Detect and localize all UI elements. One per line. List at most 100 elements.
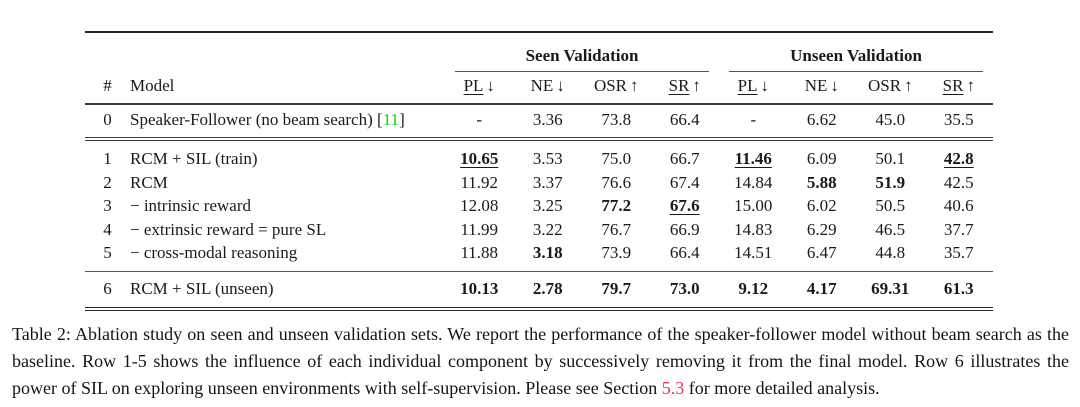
- col-header-pl-unseen: PL ↓: [719, 72, 788, 105]
- cell-unseen-pl: -: [719, 104, 788, 141]
- cell-unseen-ne: 6.09: [806, 149, 837, 168]
- cell-unseen-sr: 35.5: [924, 104, 994, 141]
- cell-unseen-osr: 51.9: [875, 172, 906, 192]
- cell-unseen-pl: 14.51: [734, 243, 773, 262]
- col-header-sr-unseen: SR ↑: [924, 72, 994, 105]
- cell-unseen-sr: 42.8: [943, 149, 974, 168]
- cell-unseen-osr: 46.5: [875, 219, 906, 239]
- citation-link[interactable]: 11: [382, 110, 400, 129]
- cell-seen-pl: 11.92: [460, 172, 499, 192]
- row-number: 4: [103, 219, 112, 239]
- table-row-5: 5 − cross-modal reasoning 11.88 3.18 73.…: [85, 241, 993, 271]
- row-number: 0: [85, 104, 130, 141]
- cell-unseen-osr: 69.31: [856, 270, 925, 311]
- col-header-label: OSR: [593, 76, 628, 95]
- cell-seen-pl: 10.65: [460, 149, 499, 168]
- col-header-num: #: [85, 72, 130, 105]
- col-header-ne-unseen: NE ↓: [787, 72, 857, 105]
- col-header-model: Model: [130, 72, 445, 105]
- table-row-6: 6 RCM + SIL (unseen) 10.13 2.78 79.7 73.…: [85, 270, 994, 311]
- model-cell: − cross-modal reasoning: [130, 243, 298, 262]
- model-cell: RCM: [130, 172, 168, 192]
- table-row-1: 1 RCM + SIL (train) 10.65 3.53 75.0 66.7…: [85, 139, 993, 171]
- bracket-close: ]: [399, 110, 405, 129]
- cell-seen-ne: 3.18: [532, 243, 563, 262]
- ablation-table-container: Seen Validation Unseen Validation # Mode…: [85, 31, 994, 311]
- model-cell: − intrinsic reward: [130, 196, 251, 215]
- column-header-row: # Model PL ↓ NE ↓ OSR ↑ SR ↑ PL ↓ NE ↓ OSR ↑ SR…: [85, 72, 994, 105]
- cell-seen-ne: 2.78: [513, 270, 582, 311]
- cell-seen-sr: 66.7: [669, 149, 700, 168]
- caption-text: Table 2: Ablation study on seen and unse…: [12, 324, 1069, 398]
- cell-unseen-ne: 6.29: [806, 219, 837, 239]
- down-arrow-icon: ↓: [760, 76, 769, 95]
- cell-unseen-ne: 6.02: [806, 196, 837, 215]
- cell-seen-pl: -: [445, 104, 514, 141]
- cell-seen-osr: 73.9: [601, 243, 632, 262]
- cell-seen-ne: 3.37: [532, 172, 563, 192]
- cell-unseen-sr: 37.7: [943, 219, 974, 239]
- cell-unseen-pl: 15.00: [734, 196, 773, 215]
- col-header-label: OSR: [867, 76, 902, 95]
- cell-seen-ne: 3.22: [532, 219, 563, 239]
- down-arrow-icon: ↓: [486, 76, 495, 95]
- col-header-pl-seen: PL ↓: [445, 72, 514, 105]
- cell-unseen-pl: 14.83: [734, 219, 773, 239]
- cell-seen-sr: 66.4: [669, 243, 700, 262]
- model-label: Speaker-Follower (no beam search): [130, 110, 378, 129]
- cell-seen-osr: 76.6: [601, 172, 632, 192]
- model-cell: Speaker-Follower (no beam search) [11]: [130, 104, 445, 141]
- table-row-2: 2 RCM 11.92 3.37 76.6 67.4 14.84 5.88 51…: [85, 171, 993, 195]
- cell-unseen-ne: 5.88: [806, 172, 837, 192]
- col-header-label: PL: [463, 76, 484, 95]
- col-header-label: PL: [737, 76, 758, 95]
- cell-seen-sr: 67.6: [669, 196, 700, 215]
- down-arrow-icon: ↓: [556, 76, 565, 95]
- seen-validation-label: Seen Validation: [455, 46, 710, 72]
- cell-unseen-sr: 35.7: [943, 243, 974, 262]
- row-number: 1: [103, 149, 112, 168]
- cell-unseen-sr: 40.6: [943, 196, 974, 215]
- cell-unseen-osr: 45.0: [856, 104, 925, 141]
- col-header-label: SR: [942, 76, 964, 95]
- cell-seen-osr: 73.8: [582, 104, 651, 141]
- cell-unseen-ne: 6.62: [787, 104, 857, 141]
- cell-unseen-pl: 9.12: [719, 270, 788, 311]
- cell-unseen-ne: 6.47: [806, 243, 837, 262]
- model-cell: RCM + SIL (unseen): [130, 270, 445, 311]
- unseen-validation-label: Unseen Validation: [729, 46, 984, 72]
- group-header-row: Seen Validation Unseen Validation: [85, 31, 994, 72]
- row-number: 2: [103, 172, 112, 192]
- model-cell: RCM + SIL (train): [130, 149, 258, 168]
- group-header-seen: Seen Validation: [445, 31, 720, 72]
- cell-unseen-osr: 50.1: [875, 149, 906, 168]
- cell-unseen-sr: 42.5: [943, 172, 974, 192]
- caption-text-end: for more detailed analysis.: [684, 378, 880, 398]
- up-arrow-icon: ↑: [904, 76, 913, 95]
- col-header-label: NE: [804, 76, 828, 95]
- row-number: 5: [103, 243, 112, 262]
- group-header-spacer: [85, 31, 445, 72]
- cell-seen-ne: 3.25: [532, 196, 563, 215]
- up-arrow-icon: ↑: [966, 76, 975, 95]
- table-row-4: 4 − extrinsic reward = pure SL 11.99 3.2…: [85, 218, 993, 242]
- cell-seen-sr: 66.9: [669, 219, 700, 239]
- down-arrow-icon: ↓: [830, 76, 839, 95]
- table-caption: Table 2: Ablation study on seen and unse…: [12, 321, 1069, 402]
- cell-seen-osr: 77.2: [601, 196, 632, 215]
- table-row-0: 0 Speaker-Follower (no beam search) [11]…: [85, 104, 994, 141]
- up-arrow-icon: ↑: [692, 76, 701, 95]
- cell-seen-sr: 73.0: [650, 270, 720, 311]
- cell-seen-osr: 76.7: [601, 219, 632, 239]
- row-number: 6: [85, 270, 130, 311]
- cell-seen-sr: 66.4: [650, 104, 720, 141]
- ablation-table: Seen Validation Unseen Validation # Mode…: [85, 31, 994, 311]
- cell-seen-pl: 12.08: [460, 196, 499, 215]
- model-cell: − extrinsic reward = pure SL: [130, 219, 327, 239]
- col-header-osr-unseen: OSR ↑: [856, 72, 925, 105]
- col-header-label: NE: [530, 76, 554, 95]
- col-header-sr-seen: SR ↑: [650, 72, 720, 105]
- cell-unseen-pl: 14.84: [734, 172, 773, 192]
- col-header-label: SR: [668, 76, 690, 95]
- section-ref-link[interactable]: 5.3: [661, 378, 685, 398]
